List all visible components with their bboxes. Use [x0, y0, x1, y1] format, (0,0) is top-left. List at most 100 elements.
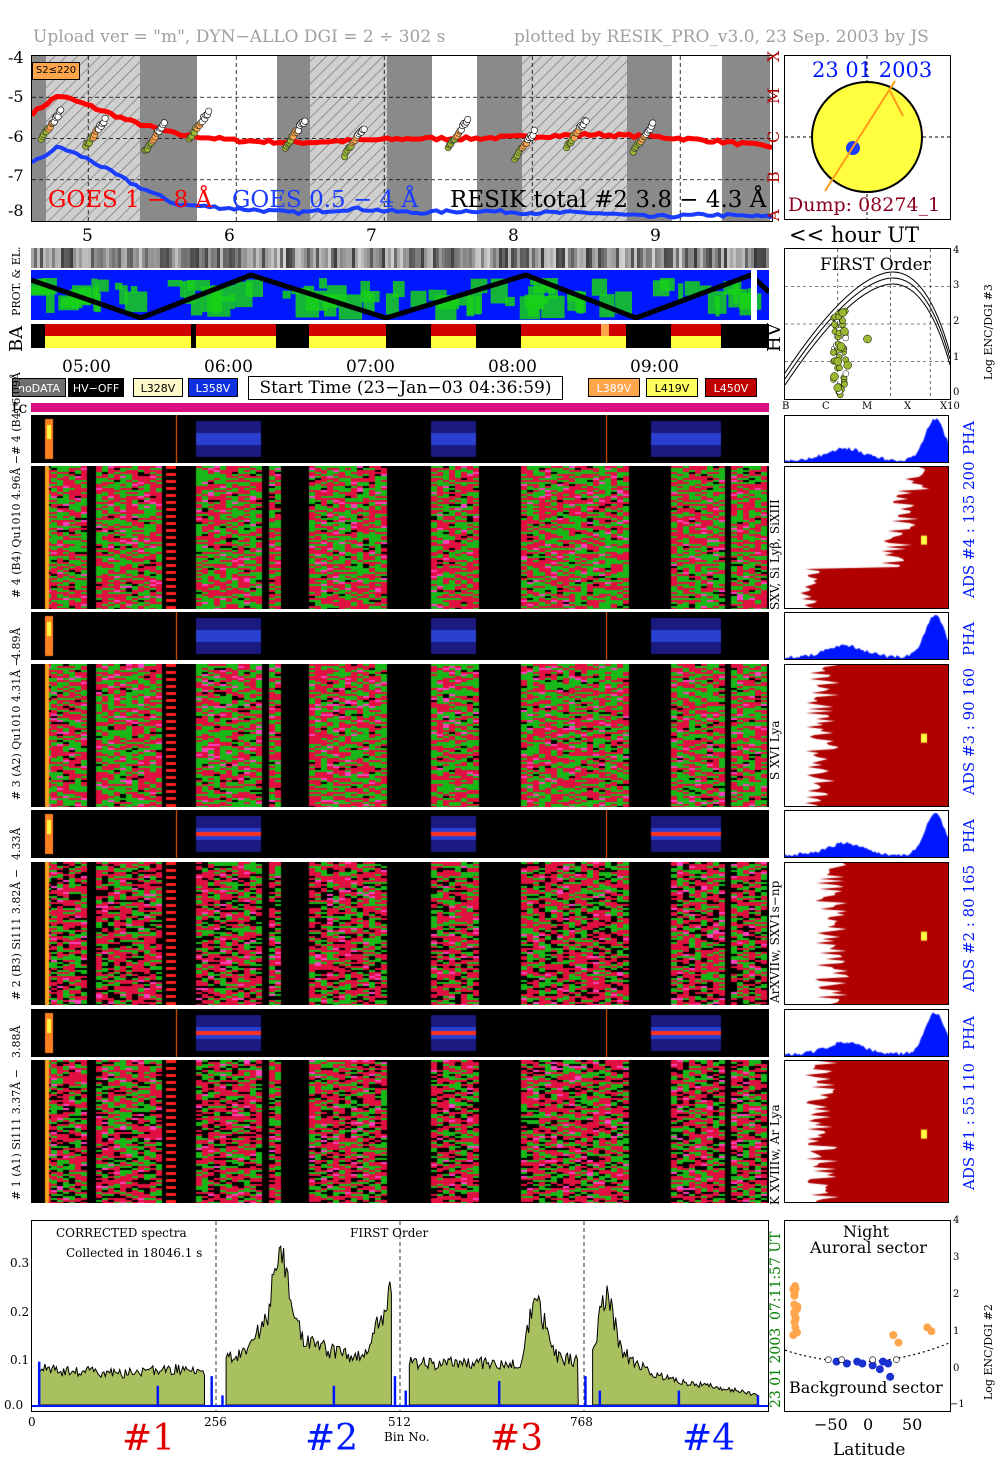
ads-label-3: ADS #3 : 90 160	[960, 667, 978, 795]
proton-patch	[707, 291, 727, 314]
proton-patch	[591, 278, 608, 296]
proton-patch	[319, 278, 327, 289]
flare-class-a: A	[764, 209, 783, 221]
first-order-point	[836, 342, 846, 351]
hour-tick: 6	[224, 226, 235, 246]
prot-strip	[31, 270, 769, 320]
auroral-point	[927, 1327, 936, 1336]
first-order-point	[833, 357, 843, 366]
background-point	[869, 1356, 876, 1363]
night-xtick: 50	[902, 1415, 923, 1434]
proton-patch	[615, 291, 632, 314]
hour-ut-label: << hour UT	[789, 223, 919, 247]
channel-number-1: #1	[122, 1418, 176, 1459]
data-gap	[751, 270, 757, 320]
proton-patch	[58, 295, 80, 311]
pha-word: PHA	[960, 1015, 978, 1050]
proton-patch	[186, 279, 211, 291]
resik-legend: RESIK total #2 3.8 − 4.3 Å	[450, 187, 767, 213]
first-order-point	[831, 321, 838, 328]
auroral-point	[894, 1338, 903, 1347]
spectrum-series-4	[592, 1285, 759, 1406]
background-point	[825, 1356, 832, 1363]
header-right: plotted by RESIK_PRO_v3.0, 23 Sep. 2003 …	[514, 27, 929, 47]
proton-patch	[245, 279, 263, 297]
ba-label: BA	[6, 325, 27, 352]
spectrum-panel	[31, 1220, 769, 1412]
first-order-panel	[784, 248, 951, 400]
night-ytick: 4	[953, 1215, 960, 1226]
channel-number-4: #4	[682, 1418, 736, 1459]
auroral-point	[791, 1282, 800, 1291]
proton-patch	[282, 290, 291, 299]
flare-class-m: M	[764, 87, 783, 104]
first-order-point	[838, 308, 847, 317]
ba-strip	[31, 324, 769, 348]
proton-patch	[360, 290, 380, 303]
spectrum-xlabel: Bin No.	[384, 1430, 430, 1444]
lines-label-2: ArXVIIw, SXV1s−np	[768, 880, 782, 1003]
goes-short-legend: GOES 0.5 − 4 Å	[232, 187, 419, 213]
night-ytick: 3	[953, 1252, 960, 1263]
background-point	[875, 1365, 884, 1374]
goes-ytick: -6	[8, 127, 24, 146]
time-tick: 05:00	[62, 357, 111, 377]
spec-ytick: 0.2	[10, 1305, 30, 1319]
proton-patch	[410, 290, 427, 307]
spec-xtick: 768	[570, 1415, 593, 1429]
pha-label-3: 4.89Å	[10, 627, 23, 660]
first-order-title: FIRST Order	[820, 255, 931, 275]
flare-class-c: C	[764, 130, 783, 143]
pha-profile	[784, 810, 949, 858]
goes-ytick: -4	[8, 48, 24, 67]
proton-patch	[541, 295, 565, 319]
resik-point	[464, 115, 472, 123]
proton-patch	[93, 286, 100, 312]
spec-xtick: 0	[28, 1415, 36, 1429]
hour-tick: 5	[82, 226, 93, 246]
orbit-track	[31, 272, 769, 320]
spectrogram-map	[31, 1060, 769, 1203]
el-strip	[31, 248, 769, 268]
proton-patch	[392, 281, 405, 298]
ads-label-1: ADS #1 : 55 110	[960, 1062, 978, 1190]
channel-label-2: # 2 (B3) Si111 3.82Å −	[10, 868, 23, 1000]
first-order-ylabel: Log ENC/DGI #3	[982, 284, 995, 380]
night-xtick: 0	[863, 1415, 874, 1434]
time-tick: 08:00	[488, 357, 537, 377]
pha-label-4: # 4 (B4) 6.09Å	[10, 372, 23, 455]
proton-patch	[467, 291, 483, 315]
proton-patch	[505, 296, 515, 307]
ads-profile	[784, 862, 949, 1005]
spectrogram-map	[31, 664, 769, 807]
channel-number-3: #3	[490, 1418, 544, 1459]
fo-xtick: X	[904, 401, 912, 412]
spectrum-note1: CORRECTED spectra	[56, 1226, 187, 1240]
pha-profile	[784, 612, 949, 660]
background-point	[842, 1359, 851, 1368]
spec-ytick: 0.3	[10, 1256, 30, 1270]
resik-point	[530, 126, 538, 134]
night-ytick: −1	[950, 1399, 965, 1410]
proton-patch	[124, 291, 148, 312]
spectrum-series-1	[38, 1363, 205, 1406]
background-point	[838, 1356, 846, 1363]
flare-class-x: X	[764, 50, 783, 62]
time-tick: 09:00	[630, 357, 679, 377]
proton-patch	[653, 280, 670, 297]
ads-profile	[784, 466, 949, 609]
spec-ytick: 0.1	[10, 1353, 30, 1367]
pha-label-1: 3.88Å	[10, 1025, 23, 1058]
tc-bar	[31, 403, 769, 412]
resik-point	[360, 125, 368, 133]
time-tick: 06:00	[204, 357, 253, 377]
spectrum-time: 07:11:57 UT	[768, 1231, 784, 1320]
hour-tick: 7	[366, 226, 377, 246]
pha-profile	[784, 1009, 949, 1057]
resik-point	[57, 106, 65, 114]
pha-spectrogram	[31, 612, 769, 660]
background-point	[884, 1359, 893, 1368]
proton-patch	[577, 291, 584, 314]
night-ylabel: Log ENC/DGI #2	[982, 1304, 995, 1400]
pha-spectrogram	[31, 810, 769, 858]
